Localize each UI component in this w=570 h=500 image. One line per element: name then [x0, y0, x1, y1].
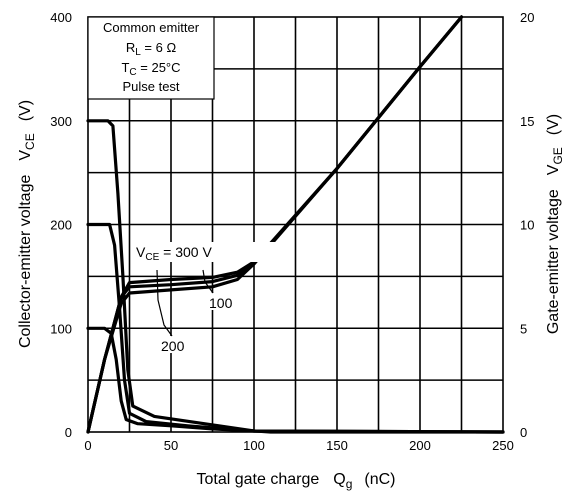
y-left-tick-label: 0: [65, 425, 72, 440]
label-100-leader: [202, 269, 214, 294]
y-left-tick-label: 300: [50, 114, 72, 129]
y-right-tick-label: 15: [520, 114, 534, 129]
y-right-axis-title: Gate-emitter voltageVGE(V): [545, 114, 565, 334]
vce-200-label: 200: [161, 338, 185, 354]
x-axis-title: Total gate charge Qg (nC): [197, 471, 396, 491]
y-left-tick-label: 400: [50, 10, 72, 25]
y-left-tick-labels: 0 100 200 300 400: [50, 10, 72, 440]
y-right-tick-label: 10: [520, 218, 534, 233]
curve-annotations: VCE = 300 V 100 200: [132, 242, 277, 354]
conditions-legend: Common emitter RL = 6 Ω TC = 25°C Pulse …: [87, 16, 215, 100]
y-right-tick-label: 20: [520, 10, 534, 25]
condition-common-emitter: Common emitter: [103, 20, 200, 35]
label-200-leader: [156, 269, 173, 337]
x-tick-label: 250: [492, 438, 514, 453]
vce-100-label: 100: [209, 295, 233, 311]
x-tick-label: 100: [243, 438, 265, 453]
y-right-tick-labels: 0 5 10 15 20: [520, 10, 534, 440]
x-tick-label: 150: [326, 438, 348, 453]
vce-curve-3: [86, 119, 505, 434]
x-tick-label: 0: [84, 438, 91, 453]
y-right-tick-label: 0: [520, 425, 527, 440]
vge-curve-6: [86, 15, 464, 434]
condition-load-resistance: RL = 6 Ω: [126, 40, 177, 58]
vce-label-background: [132, 242, 277, 262]
condition-case-temperature: TC = 25°C: [121, 60, 180, 78]
label-100-background: [205, 293, 235, 310]
x-tick-labels: 0 50 100 150 200 250: [84, 438, 513, 453]
x-tick-label: 50: [164, 438, 178, 453]
y-right-tick-label: 5: [520, 321, 527, 336]
conditions-box: [87, 16, 215, 100]
y-left-tick-label: 200: [50, 218, 72, 233]
label-200-background: [158, 336, 188, 353]
y-left-tick-label: 100: [50, 321, 72, 336]
curve-layer: [86, 15, 505, 434]
y-left-axis-title: Collector-emitter voltageVCE(V): [17, 100, 37, 348]
condition-pulse-test: Pulse test: [122, 79, 179, 94]
plot-frame: [87, 16, 504, 433]
vce-300-label: VCE = 300 V: [136, 244, 212, 263]
x-tick-label: 200: [409, 438, 431, 453]
